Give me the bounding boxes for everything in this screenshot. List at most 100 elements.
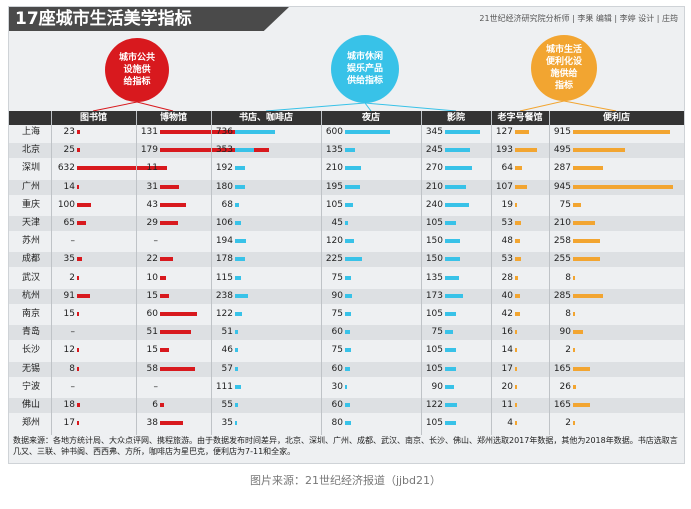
value-label: 11	[146, 163, 158, 174]
value-label: 48	[501, 236, 513, 247]
value-label: 22	[146, 254, 158, 265]
value-cell: 245	[421, 143, 491, 158]
value-bar	[77, 275, 79, 280]
value-bar	[77, 202, 91, 207]
value-bar	[235, 421, 237, 426]
value-label: 150	[425, 236, 443, 247]
value-cell: 11	[491, 398, 549, 413]
value-cell: 48	[491, 234, 549, 249]
value-label: 90	[559, 327, 571, 338]
connector-line	[136, 101, 174, 112]
value-bar	[345, 202, 353, 207]
value-bar	[77, 166, 165, 171]
value-cell: 287	[549, 161, 684, 176]
city-label: 苏州	[21, 236, 40, 247]
value-bar	[445, 348, 456, 353]
value-cell: 173	[421, 289, 491, 304]
value-cell: 105	[321, 198, 421, 213]
value-label: 60	[146, 309, 158, 319]
table-row: 郑州 17 38 35 80 105 4 2	[9, 416, 684, 431]
value-cell: 150	[421, 252, 491, 267]
value-bar	[160, 421, 184, 426]
value-bar	[573, 130, 670, 134]
value-cell: 40	[491, 289, 549, 304]
value-bar	[573, 239, 601, 244]
value-cell: 8	[549, 307, 684, 322]
column-divider	[211, 111, 212, 435]
value-label: 15	[146, 345, 158, 356]
connector-line	[364, 102, 457, 112]
value-label: 193	[495, 145, 513, 156]
table-row: 南京 15 60 122 75 105 42 8	[9, 307, 684, 322]
value-label: 258	[553, 236, 571, 247]
value-cell: 105	[421, 362, 491, 377]
city-label: 广州	[21, 181, 40, 192]
value-bar	[445, 130, 480, 134]
value-bar	[573, 184, 673, 189]
value-cell: 210	[321, 161, 421, 176]
column-divider	[421, 111, 422, 435]
value-cell: 194	[211, 234, 321, 249]
value-bar	[515, 130, 530, 134]
value-cell: 51	[211, 325, 321, 340]
value-bar	[345, 330, 350, 335]
value-bar	[345, 384, 348, 389]
table-row: 广州 14 31 180 195 210 107 945	[9, 179, 684, 195]
value-bar	[515, 239, 521, 244]
value-bar	[445, 293, 463, 298]
value-cell: 179	[136, 143, 270, 158]
value-bar	[77, 130, 81, 134]
value-label: 55	[221, 400, 233, 410]
table-row: 深圳 632 11 192 210 270 64 287	[9, 161, 684, 176]
value-cell: –	[51, 380, 136, 395]
value-cell: 2	[549, 416, 684, 431]
value-bar	[515, 221, 522, 225]
value-bar	[445, 330, 453, 335]
value-bar	[160, 184, 179, 189]
value-bar	[573, 312, 575, 316]
value-cell: 600	[321, 125, 421, 140]
city-label: 天津	[21, 218, 40, 228]
value-bar	[160, 130, 241, 134]
city-label: 重庆	[21, 199, 40, 210]
value-bar	[445, 184, 467, 189]
value-label: 17	[63, 418, 75, 429]
value-label: 35	[63, 254, 75, 265]
value-cell: 105	[421, 416, 491, 431]
value-bar	[345, 366, 350, 371]
value-label: 255	[553, 254, 571, 265]
value-cell: 345	[421, 125, 491, 140]
value-label: 194	[215, 236, 233, 247]
value-label: 53	[501, 254, 513, 265]
value-label: 80	[331, 418, 343, 429]
value-label: 100	[57, 199, 75, 210]
city-label: 武汉	[21, 272, 40, 283]
table-row: 无锡 8 58 57 60 105 17 165	[9, 361, 684, 377]
value-label: 90	[331, 290, 343, 301]
value-label: 45	[331, 218, 343, 228]
value-bar	[573, 202, 581, 207]
value-label: 43	[146, 199, 158, 210]
value-label: 57	[221, 363, 233, 374]
value-cell: 90	[321, 289, 421, 304]
value-bar	[77, 366, 79, 371]
value-bar	[160, 166, 167, 171]
value-bar	[345, 221, 349, 225]
value-label: 165	[553, 363, 571, 374]
value-cell: 238	[211, 289, 321, 304]
value-label: 210	[325, 163, 343, 174]
value-bar	[235, 184, 245, 189]
bubble-leisure-entertainment: 城市休闲 娱乐产品 供给指标	[331, 35, 399, 103]
value-label: 29	[146, 218, 158, 228]
value-label: 135	[325, 145, 343, 156]
value-bar	[345, 275, 351, 280]
value-bar	[235, 312, 242, 316]
value-cell: 14	[51, 180, 136, 195]
value-cell: 60	[136, 307, 211, 322]
value-cell: 193	[491, 143, 549, 158]
value-bar	[445, 257, 461, 262]
value-cell: 14	[491, 343, 549, 358]
value-label: 106	[215, 218, 233, 228]
table-row: 佛山 18 6 55 60 122 11 165	[9, 398, 684, 413]
value-cell: 17	[51, 416, 136, 431]
